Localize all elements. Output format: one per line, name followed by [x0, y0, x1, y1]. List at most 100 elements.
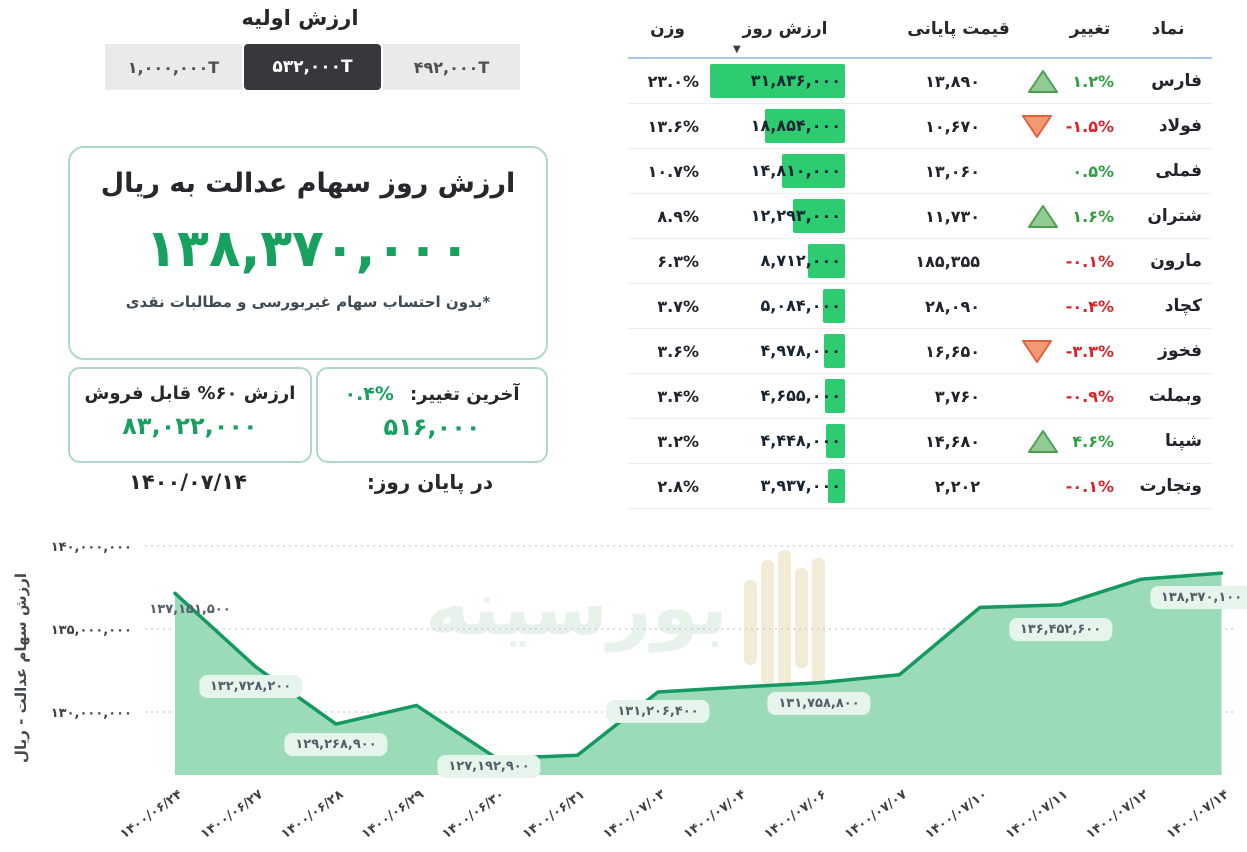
weight-percent: ۲۳.۰%: [647, 71, 699, 91]
x-axis-tick-label: ۱۴۰۰/۰۷/۱۰: [922, 787, 990, 842]
table-row: کچاد -۰.۴% ۲۸,۰۹۰ ۵,۰۸۴,۰۰۰ ۳.۷%: [628, 284, 1212, 329]
weight-percent: ۸.۹%: [657, 206, 699, 226]
report-date: ۱۴۰۰/۰۷/۱۴: [129, 470, 247, 494]
change-percent: -۰.۱%: [1065, 476, 1114, 496]
change-percent: ۰.۵%: [1072, 161, 1114, 181]
watermark-logo-bar: [761, 560, 774, 685]
closing-price: ۱۸۵,۳۵۵: [915, 251, 980, 271]
change-cell: ۱.۲%: [1000, 68, 1124, 95]
stock-symbol[interactable]: فخوز: [1158, 341, 1202, 361]
closing-price: ۱۳,۸۹۰: [925, 71, 980, 91]
y-axis-tick-label: ۱۳۵,۰۰۰,۰۰۰: [51, 623, 132, 638]
day-value-cell: ۵,۰۸۴,۰۰۰: [707, 284, 847, 328]
chart-point-label: ۱۳۸,۳۷۰,۱۰۰: [1149, 586, 1247, 610]
header-day-value-label: ارزش روز: [742, 18, 828, 39]
day-value-cell: ۱۸,۸۵۴,۰۰۰: [707, 104, 847, 148]
change-cell: -۰.۱%: [1000, 252, 1124, 271]
stock-symbol[interactable]: وبملت: [1148, 386, 1202, 406]
stock-symbol[interactable]: فولاد: [1158, 116, 1202, 136]
sellable-value-amount: ۸۳,۰۲۲,۰۰۰: [122, 412, 258, 440]
day-value: ۴,۴۴۸,۰۰۰: [760, 431, 841, 450]
header-symbol: نماد: [1151, 18, 1185, 39]
change-percent: -۱.۵%: [1065, 116, 1114, 136]
weight-percent: ۶.۳%: [657, 251, 699, 271]
day-value: ۳۱,۸۳۶,۰۰۰: [750, 71, 841, 90]
initial-value-toggle: ۴۹۲,۰۰۰T ۵۳۲,۰۰۰T ۱,۰۰۰,۰۰۰T: [105, 44, 520, 90]
y-axis-tick-label: ۱۴۰,۰۰۰,۰۰۰: [51, 540, 132, 555]
x-axis-tick-label: ۱۴۰۰/۰۷/۰۴: [681, 787, 749, 842]
x-axis-tick-label: ۱۴۰۰/۰۶/۳۱: [520, 787, 588, 842]
day-value-bar: [765, 109, 845, 143]
watermark-logo-bar: [744, 580, 757, 665]
change-up-icon: [1028, 69, 1059, 93]
stock-symbol[interactable]: شپنا: [1165, 431, 1202, 451]
stock-symbol[interactable]: فملی: [1155, 161, 1202, 181]
x-axis-tick-label: ۱۴۰۰/۰۷/۰۷: [842, 787, 910, 842]
change-percent: ۱.۶%: [1072, 206, 1114, 226]
stock-symbol[interactable]: وتجارت: [1139, 476, 1202, 496]
change-cell: ۴.۶%: [1000, 428, 1124, 455]
watermark-logo-bar: [778, 550, 791, 698]
chart-point-label: ۱۳۷,۱۵۱,۵۰۰: [149, 602, 231, 618]
chart-point-label: ۱۲۷,۱۹۲,۹۰۰: [437, 754, 541, 778]
weight-percent: ۳.۶%: [657, 341, 699, 361]
value-line: [173, 571, 1224, 761]
table-row: فارس ۱.۲% ۱۳,۸۹۰ ۳۱,۸۳۶,۰۰۰ ۲۳.۰%: [628, 59, 1212, 104]
table-row: فخوز -۳.۳% ۱۶,۶۵۰ ۴,۹۷۸,۰۰۰ ۳.۶%: [628, 329, 1212, 374]
table-row: مارون -۰.۱% ۱۸۵,۳۵۵ ۸,۷۱۲,۰۰۰ ۶.۳%: [628, 239, 1212, 284]
day-value-cell: ۳,۹۳۷,۰۰۰: [707, 464, 847, 508]
day-value: ۸,۷۱۲,۰۰۰: [760, 251, 841, 270]
header-day-value[interactable]: ارزش روز ▼: [707, 0, 847, 57]
day-value: ۱۲,۲۹۳,۰۰۰: [750, 206, 841, 225]
table-row: فولاد -۱.۵% ۱۰,۶۷۰ ۱۸,۸۵۴,۰۰۰ ۱۳.۶%: [628, 104, 1212, 149]
change-percent: ۱.۲%: [1072, 71, 1114, 91]
weight-percent: ۱۰.۷%: [647, 161, 699, 181]
area-chart-canvas: ۱۴۰,۰۰۰,۰۰۰ ۱۳۵,۰۰۰,۰۰۰ ۱۳۰,۰۰۰,۰۰۰ ارزش سه…: [12, 540, 1235, 842]
x-axis-tick-label: ۱۴۰۰/۰۷/۰۳: [600, 787, 668, 842]
day-value-cell: ۴,۹۷۸,۰۰۰: [707, 329, 847, 373]
change-down-icon: [1021, 114, 1052, 138]
change-percent: -۰.۱%: [1065, 251, 1114, 271]
chart-point-label: ۱۳۶,۴۵۲,۶۰۰: [1008, 617, 1113, 641]
day-value: ۴,۶۵۵,۰۰۰: [760, 386, 841, 405]
sellable-value-box: ارزش ۶۰% قابل فروش ۸۳,۰۲۲,۰۰۰: [68, 367, 312, 463]
change-percent: -۰.۴%: [1065, 296, 1114, 316]
day-value-cell: ۴,۶۵۵,۰۰۰: [707, 374, 847, 418]
change-down-icon: [1021, 339, 1052, 363]
initial-value-option[interactable]: ۱,۰۰۰,۰۰۰T: [105, 44, 242, 90]
table-row: شتران ۱.۶% ۱۱,۷۳۰ ۱۲,۲۹۳,۰۰۰ ۸.۹%: [628, 194, 1212, 239]
day-value: ۱۴,۸۱۰,۰۰۰: [750, 161, 841, 180]
stock-symbol[interactable]: فارس: [1151, 71, 1202, 91]
day-value-footnote: *بدون احتساب سهام غیربورسی و مطالبات نقد…: [125, 293, 491, 311]
change-up-icon: [1028, 429, 1059, 453]
initial-value-option[interactable]: ۵۳۲,۰۰۰T: [244, 44, 381, 90]
day-value-cell: ۴,۴۴۸,۰۰۰: [707, 419, 847, 463]
stock-symbol[interactable]: مارون: [1150, 251, 1202, 271]
watermark-wordmark: بورسینه: [425, 563, 728, 652]
day-value-amount: ۱۳۸,۳۷۰,۰۰۰: [145, 219, 471, 279]
change-cell: -۰.۴%: [1000, 297, 1124, 316]
initial-value-option[interactable]: ۴۹۲,۰۰۰T: [383, 44, 520, 90]
last-change-percent: ۰.۴%: [344, 383, 394, 405]
weight-percent: ۳.۷%: [657, 296, 699, 316]
initial-value-option-label: ۱,۰۰۰,۰۰۰T: [127, 57, 220, 77]
day-value-bar: [825, 379, 845, 413]
change-cell: -۱.۵%: [1000, 113, 1124, 140]
table-body: فارس ۱.۲% ۱۳,۸۹۰ ۳۱,۸۳۶,۰۰۰ ۲۳.۰% فولاد -۱.۵% ۱…: [628, 59, 1212, 509]
change-cell: -۳.۳%: [1000, 338, 1124, 365]
table-row: فملی ۰.۵% ۱۳,۰۶۰ ۱۴,۸۱۰,۰۰۰ ۱۰.۷%: [628, 149, 1212, 194]
holdings-table: نماد تغییر قیمت پایانی ارزش روز ▼ وزن فا…: [628, 0, 1212, 509]
day-value-cell: ۱۴,۸۱۰,۰۰۰: [707, 149, 847, 193]
weight-percent: ۱۳.۶%: [647, 116, 699, 136]
change-percent: -۳.۳%: [1065, 341, 1114, 361]
stock-symbol[interactable]: شتران: [1147, 206, 1202, 226]
table-row: شپنا ۴.۶% ۱۴,۶۸۰ ۴,۴۴۸,۰۰۰ ۳.۲%: [628, 419, 1212, 464]
watermark-logo-icon: [744, 548, 836, 718]
chart-point-label: ۱۲۹,۲۶۸,۹۰۰: [284, 733, 388, 757]
day-value: ۳,۹۳۷,۰۰۰: [760, 476, 841, 495]
area-fill: [175, 573, 1222, 775]
day-value-cell: ۳۱,۸۳۶,۰۰۰: [707, 59, 847, 103]
closing-price: ۱۶,۶۵۰: [925, 341, 980, 361]
stock-symbol[interactable]: کچاد: [1164, 296, 1202, 316]
